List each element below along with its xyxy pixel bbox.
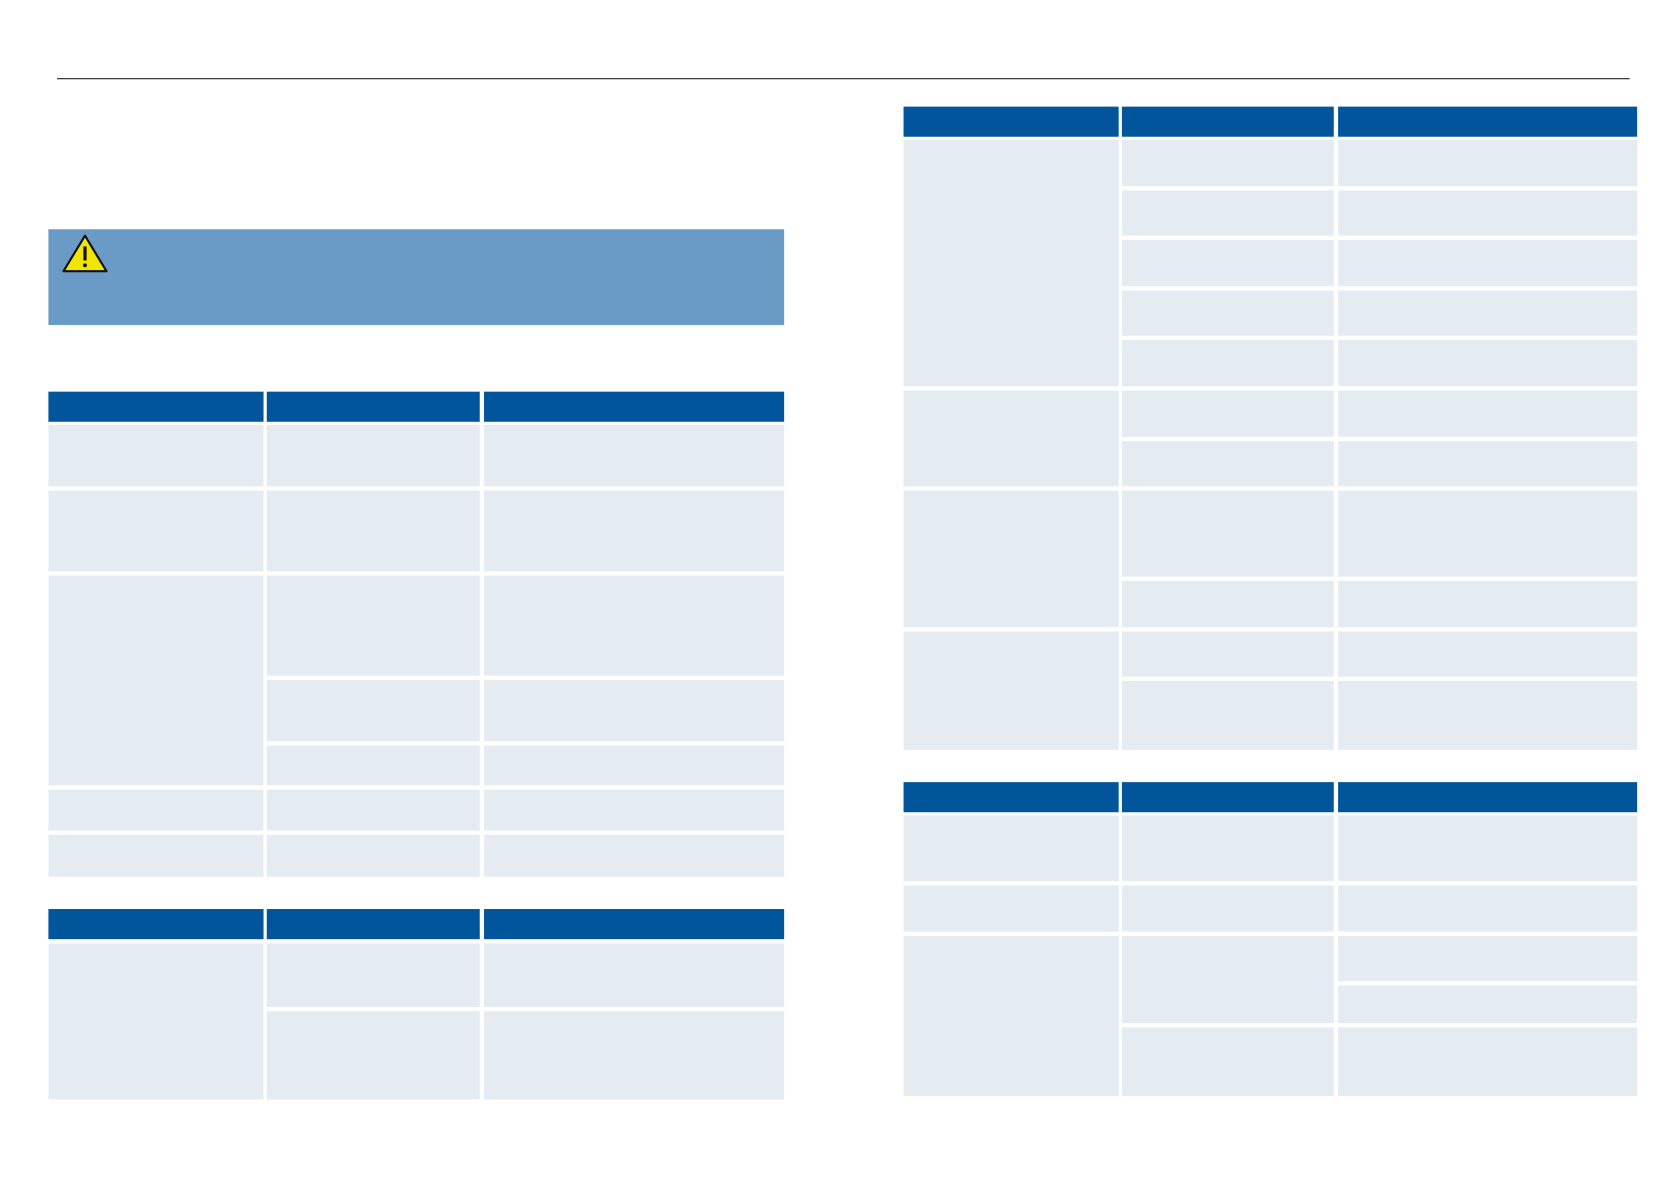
table-cell (903, 815, 1119, 882)
table-cell (484, 575, 785, 676)
table-cell (903, 631, 1119, 750)
table-header (903, 106, 1119, 137)
table-cell (48, 425, 264, 487)
table-header (1338, 106, 1638, 137)
table-cell (903, 935, 1119, 1097)
table-cell (1338, 290, 1638, 336)
table-cell (1121, 441, 1334, 487)
table-cell (1338, 139, 1638, 187)
table-header (903, 782, 1119, 813)
table-cell (484, 943, 785, 1007)
warning-icon-stroke (83, 246, 87, 261)
table-cell (1338, 580, 1638, 628)
table-header (48, 909, 264, 940)
table-cell (484, 834, 785, 877)
table-cell (1338, 190, 1638, 236)
table-cell (484, 490, 785, 572)
table-header (266, 391, 480, 422)
table-cell (1121, 885, 1334, 932)
table-cell (1338, 681, 1638, 750)
warning-icon-dot (83, 263, 87, 268)
table-cell (48, 490, 264, 572)
table-header (1338, 782, 1638, 813)
table-cell (484, 425, 785, 487)
table-cell (1121, 1027, 1334, 1097)
table-cell (1338, 340, 1638, 387)
table-cell (1121, 390, 1334, 437)
table-cell (903, 885, 1119, 932)
table-cell (1121, 139, 1334, 187)
table-cell (903, 139, 1119, 387)
table-cell (903, 490, 1119, 628)
warning-background (48, 229, 785, 325)
table-cell (903, 390, 1119, 487)
table-cell (1338, 490, 1638, 577)
table-cell (48, 789, 264, 831)
table-cell (1338, 985, 1638, 1024)
table-cell (266, 745, 480, 786)
table-header (484, 909, 785, 940)
table-cell (1338, 935, 1638, 982)
table-cell (1338, 240, 1638, 287)
table-cell (1121, 490, 1334, 577)
table-cell (266, 789, 480, 831)
table-cell (1338, 1027, 1638, 1097)
table-cell (484, 745, 785, 786)
table-cell (1338, 631, 1638, 677)
table-cell (1338, 815, 1638, 882)
table-header (484, 391, 785, 422)
table-header (1121, 782, 1334, 813)
table-cell (484, 789, 785, 831)
table-cell (48, 575, 264, 786)
table-cell (1121, 340, 1334, 387)
table-cell (484, 679, 785, 742)
table-cell (266, 1011, 480, 1100)
table-cell (1121, 815, 1334, 882)
table-header (48, 391, 264, 422)
table-header (1121, 106, 1334, 137)
table-cell (266, 679, 480, 742)
table-cell (1121, 935, 1334, 1024)
table-header (266, 909, 480, 940)
table-cell (1338, 885, 1638, 932)
table-cell (1121, 631, 1334, 677)
table-left-2 (48, 909, 785, 1100)
table-cell (48, 834, 264, 877)
table-cell (266, 425, 480, 487)
table-cell (266, 490, 480, 572)
table-cell (1338, 390, 1638, 437)
table-cell (1338, 441, 1638, 487)
table-cell (1121, 190, 1334, 236)
table-cell (266, 834, 480, 877)
table-cell (1121, 240, 1334, 287)
table-cell (266, 943, 480, 1007)
table-right-2 (903, 782, 1638, 1097)
table-cell (1121, 290, 1334, 336)
table-right-1 (903, 106, 1638, 750)
table-cell (1121, 580, 1334, 628)
table-left-1 (48, 391, 785, 877)
table-cell (484, 1011, 785, 1100)
table-cell (1121, 681, 1334, 750)
warning-box (48, 229, 785, 325)
table-cell (48, 943, 264, 1100)
table-cell (266, 575, 480, 676)
